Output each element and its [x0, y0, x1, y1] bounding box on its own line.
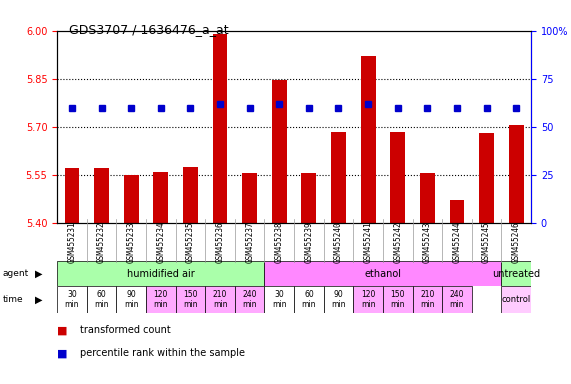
Bar [183, 167, 198, 223]
Text: transformed count: transformed count [80, 325, 171, 335]
Bar [420, 173, 435, 223]
FancyBboxPatch shape [294, 286, 324, 313]
FancyBboxPatch shape [176, 286, 205, 313]
FancyBboxPatch shape [412, 286, 442, 313]
Text: GSM455246: GSM455246 [512, 221, 521, 263]
FancyBboxPatch shape [57, 261, 264, 286]
Bar [272, 80, 287, 223]
Text: GSM455240: GSM455240 [334, 221, 343, 263]
Bar [509, 125, 524, 223]
Text: agent: agent [3, 269, 29, 278]
Text: ■: ■ [57, 348, 67, 358]
Text: 240
min: 240 min [450, 290, 464, 309]
Bar [94, 168, 109, 223]
Bar [391, 132, 405, 223]
FancyBboxPatch shape [353, 286, 383, 313]
Text: 120
min: 120 min [361, 290, 375, 309]
Text: ▶: ▶ [35, 295, 43, 305]
Bar [124, 175, 139, 223]
Bar [301, 173, 316, 223]
Text: GSM455244: GSM455244 [452, 221, 461, 263]
FancyBboxPatch shape [116, 286, 146, 313]
FancyBboxPatch shape [146, 286, 176, 313]
Text: 30
min: 30 min [272, 290, 287, 309]
Text: GSM455245: GSM455245 [482, 221, 491, 263]
Text: GSM455237: GSM455237 [245, 221, 254, 263]
Text: GSM455235: GSM455235 [186, 221, 195, 263]
FancyBboxPatch shape [324, 286, 353, 313]
FancyBboxPatch shape [501, 286, 531, 313]
Bar [331, 132, 346, 223]
Text: GSM455238: GSM455238 [275, 221, 284, 263]
Text: 60
min: 60 min [94, 290, 109, 309]
Text: GSM455241: GSM455241 [364, 221, 373, 263]
Text: GSM455232: GSM455232 [97, 221, 106, 263]
Text: GSM455242: GSM455242 [393, 221, 402, 263]
Text: percentile rank within the sample: percentile rank within the sample [80, 348, 245, 358]
Bar [242, 173, 257, 223]
FancyBboxPatch shape [501, 261, 531, 286]
Text: humidified air: humidified air [127, 268, 195, 279]
Text: 210
min: 210 min [213, 290, 227, 309]
Text: GSM455239: GSM455239 [304, 221, 313, 263]
FancyBboxPatch shape [383, 286, 412, 313]
Text: 30
min: 30 min [65, 290, 79, 309]
Text: 60
min: 60 min [301, 290, 316, 309]
Text: ▶: ▶ [35, 269, 43, 279]
Text: 120
min: 120 min [154, 290, 168, 309]
Bar [449, 200, 464, 223]
Bar [479, 133, 494, 223]
Bar [65, 168, 79, 223]
Text: 150
min: 150 min [391, 290, 405, 309]
FancyBboxPatch shape [235, 286, 264, 313]
FancyBboxPatch shape [264, 286, 294, 313]
Text: 210
min: 210 min [420, 290, 435, 309]
FancyBboxPatch shape [442, 286, 472, 313]
Text: control: control [501, 295, 531, 304]
Text: ■: ■ [57, 325, 67, 335]
Text: 240
min: 240 min [242, 290, 257, 309]
Text: GSM455236: GSM455236 [215, 221, 224, 263]
Text: untreated: untreated [492, 268, 540, 279]
Bar [154, 172, 168, 223]
Text: GSM455233: GSM455233 [127, 221, 136, 263]
FancyBboxPatch shape [264, 261, 501, 286]
Text: time: time [3, 295, 23, 304]
Text: GSM455231: GSM455231 [67, 221, 77, 263]
Text: 90
min: 90 min [124, 290, 138, 309]
Text: 90
min: 90 min [331, 290, 346, 309]
Text: GSM455234: GSM455234 [156, 221, 165, 263]
Text: GSM455243: GSM455243 [423, 221, 432, 263]
FancyBboxPatch shape [205, 286, 235, 313]
FancyBboxPatch shape [57, 286, 87, 313]
Text: GDS3707 / 1636476_a_at: GDS3707 / 1636476_a_at [69, 23, 228, 36]
Text: ethanol: ethanol [364, 268, 401, 279]
Bar [212, 34, 227, 223]
FancyBboxPatch shape [87, 286, 116, 313]
Bar [361, 56, 376, 223]
Text: 150
min: 150 min [183, 290, 198, 309]
